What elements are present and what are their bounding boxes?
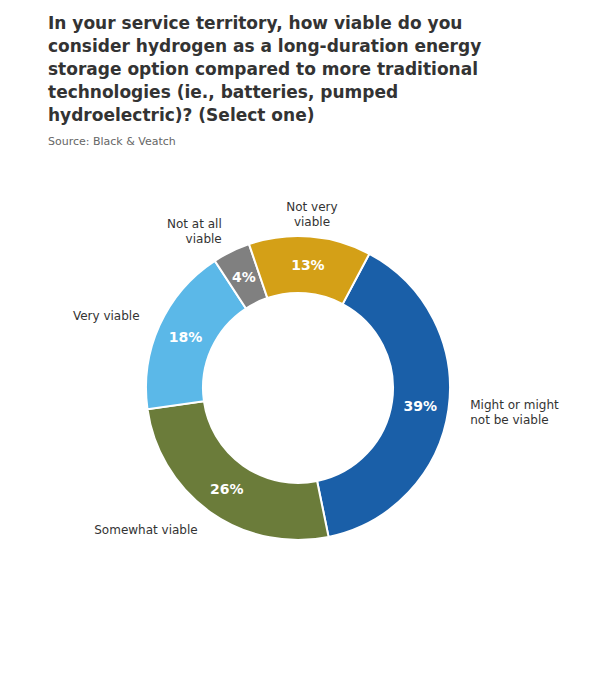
svg-text:18%: 18% [169,329,203,345]
svg-text:Might or mightnot be viable: Might or mightnot be viable [470,398,559,427]
html-text:storage option compared to mor: storage option compared to more traditio… [48,59,478,79]
html-text:Source: Black & Veatch: Source: Black & Veatch [48,135,176,148]
svg-text:Not veryviable: Not veryviable [286,200,337,229]
svg-text:4%: 4% [232,269,256,285]
html-text:In your service territory, how: In your service territory, how viable do… [48,13,463,33]
html-text:consider hydrogen as a long-du: consider hydrogen as a long-duration ene… [48,36,482,56]
html-text:technologies (ie., batteries,: technologies (ie., batteries, pumped [48,82,399,102]
svg-text:Somewhat viable: Somewhat viable [94,523,197,537]
svg-text:13%: 13% [291,257,325,273]
html-text:hydroelectric)? (Select one): hydroelectric)? (Select one) [48,105,315,125]
svg-text:26%: 26% [210,481,244,497]
svg-text:39%: 39% [403,398,437,414]
svg-text:Not at allviable: Not at allviable [167,217,222,246]
svg-text:Very viable: Very viable [73,309,140,323]
